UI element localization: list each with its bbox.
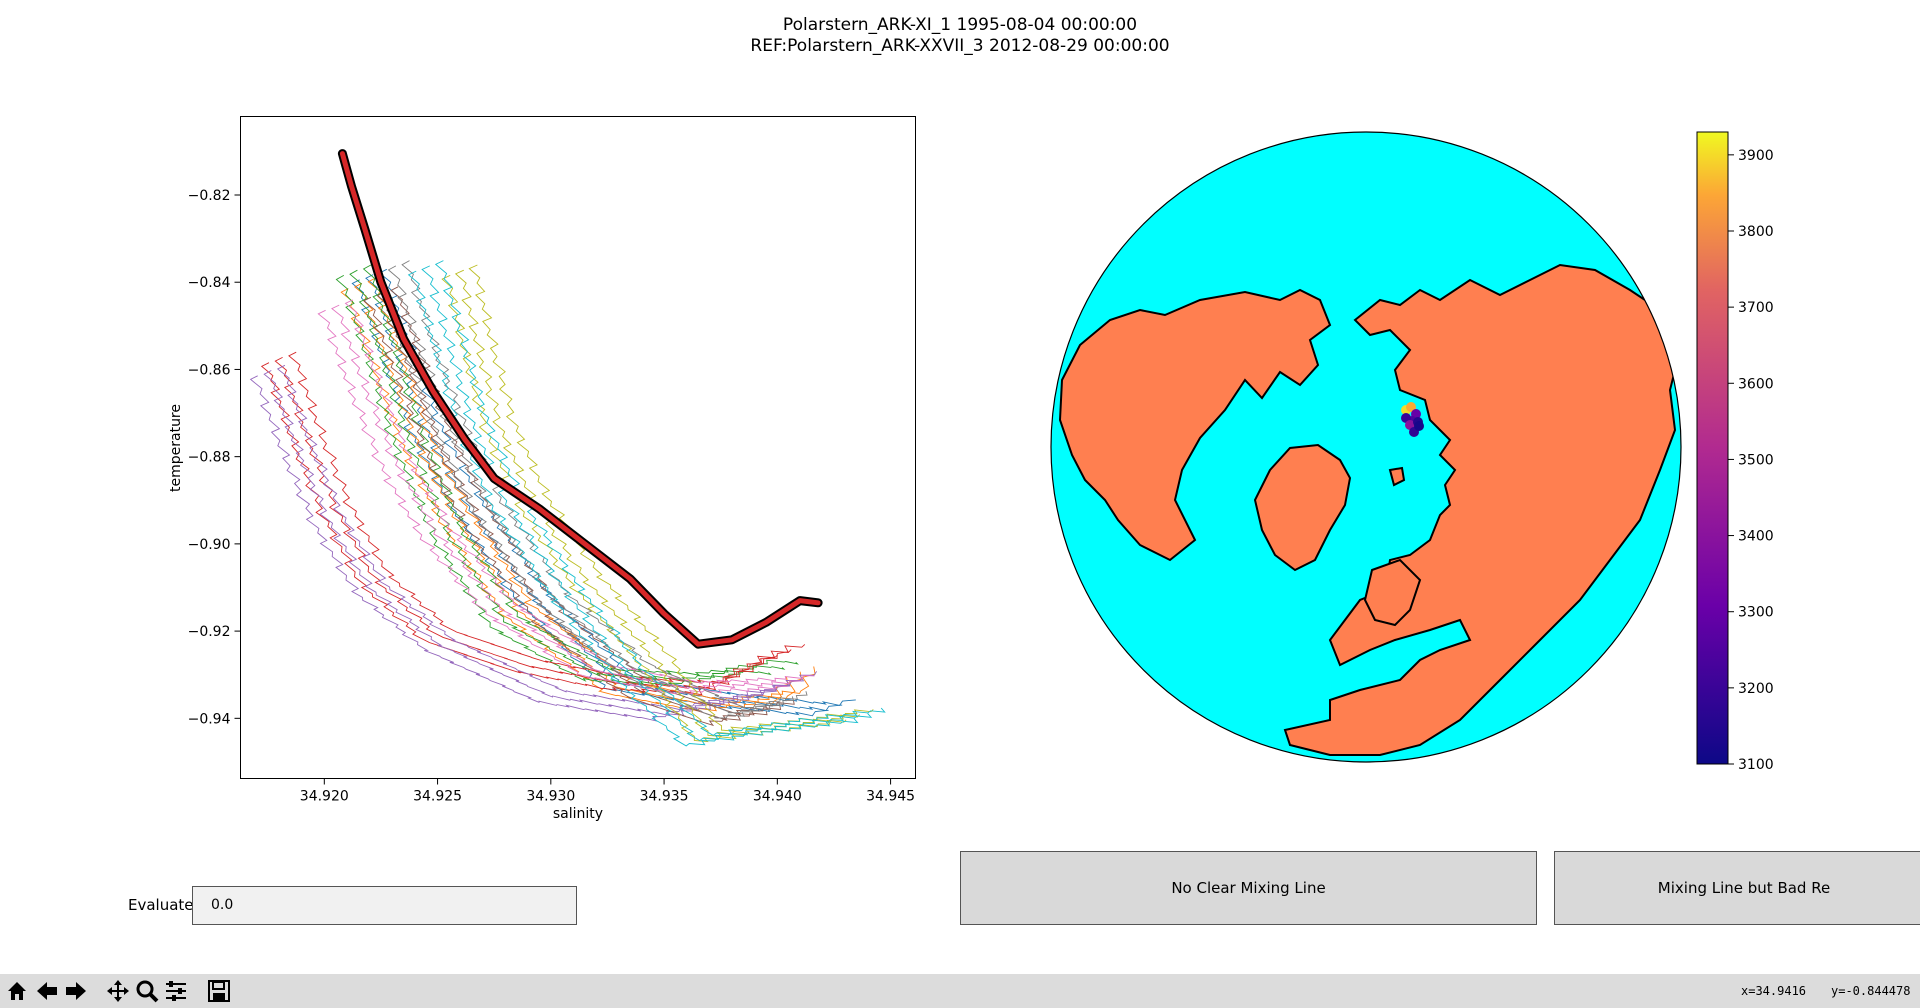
colorbar-tick-label: 3900 bbox=[1738, 148, 1774, 164]
evaluate-input[interactable]: 0.0 bbox=[192, 886, 577, 925]
station-point bbox=[1414, 421, 1424, 431]
figure-title-line2: REF:Polarstern_ARK-XXVII_3 2012-08-29 00… bbox=[750, 36, 1170, 56]
configure-icon[interactable] bbox=[163, 978, 189, 1004]
colorbar bbox=[1696, 131, 1729, 765]
land-eurasia bbox=[1283, 263, 1681, 756]
back-icon[interactable] bbox=[34, 978, 60, 1004]
land-north-america bbox=[1058, 288, 1332, 562]
station-point bbox=[1406, 402, 1416, 412]
colorbar-tick-label: 3300 bbox=[1738, 605, 1774, 621]
no-clear-mixing-line-button[interactable]: No Clear Mixing Line bbox=[960, 851, 1537, 925]
mixing-line-bad-ref-label: Mixing Line but Bad Re bbox=[1657, 879, 1831, 897]
navigation-toolbar bbox=[0, 974, 1920, 1008]
land-island bbox=[1388, 466, 1406, 487]
colorbar-tick-label: 3400 bbox=[1738, 529, 1774, 545]
pan-icon[interactable] bbox=[105, 978, 131, 1004]
forward-icon[interactable] bbox=[63, 978, 89, 1004]
colorbar-tick-label: 3700 bbox=[1738, 300, 1774, 316]
figure-title-line1: Polarstern_ARK-XI_1 1995-08-04 00:00:00 bbox=[782, 15, 1138, 35]
mixing-line-bad-ref-button[interactable]: Mixing Line but Bad Re bbox=[1554, 851, 1920, 925]
home-icon[interactable] bbox=[4, 978, 30, 1004]
colorbar-tick-label: 3600 bbox=[1738, 376, 1774, 392]
station-points-group bbox=[1401, 402, 1424, 437]
colorbar-tick-label: 3200 bbox=[1738, 681, 1774, 697]
land-europe-pen bbox=[1363, 558, 1422, 627]
cursor-x-readout: x=34.9416 bbox=[1741, 984, 1807, 998]
colorbar-tick-label: 3100 bbox=[1738, 757, 1774, 773]
no-clear-mixing-line-label: No Clear Mixing Line bbox=[1171, 879, 1326, 897]
colorbar-tick-label: 3800 bbox=[1738, 224, 1774, 240]
zoom-icon[interactable] bbox=[134, 978, 160, 1004]
globe-outline bbox=[1050, 131, 1682, 763]
colorbar-tick-label: 3500 bbox=[1738, 452, 1774, 468]
save-icon[interactable] bbox=[206, 978, 232, 1004]
evaluate-label: Evaluate bbox=[128, 896, 194, 914]
cursor-y-readout: y=-0.844478 bbox=[1831, 984, 1911, 998]
colorbar-ticks: 3100 3200 3300 3400 3500 3600 3700 3800 3900 bbox=[1728, 148, 1774, 773]
land-greenland bbox=[1253, 443, 1352, 572]
